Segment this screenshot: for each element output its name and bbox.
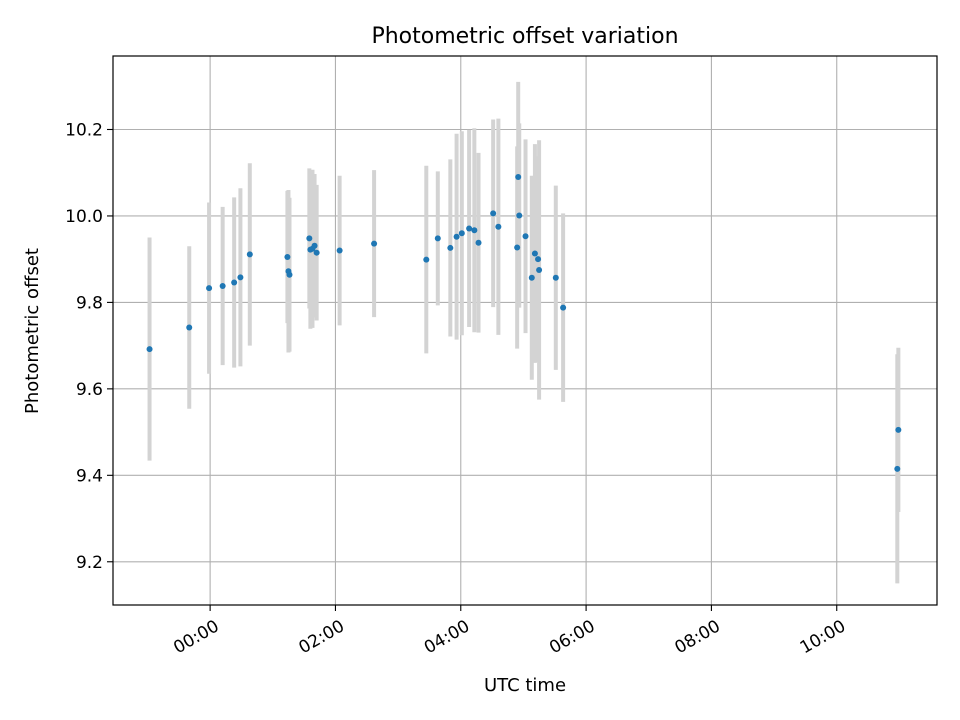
y-axis-label: Photometric offset [22, 248, 43, 414]
data-point [516, 212, 523, 219]
data-point [306, 235, 313, 242]
data-point [219, 282, 226, 289]
data-point [458, 230, 465, 237]
data-point [895, 426, 902, 433]
data-point [371, 240, 378, 247]
data-point [186, 324, 193, 331]
data-point [311, 242, 318, 249]
data-point [246, 251, 253, 258]
data-point [894, 465, 901, 472]
data-point [206, 285, 213, 292]
y-tick-label: 9.4 [76, 466, 103, 486]
y-tick-label: 9.2 [76, 553, 103, 573]
data-point [560, 304, 567, 311]
data-point [535, 256, 542, 263]
data-point [471, 227, 478, 234]
data-point [237, 274, 244, 281]
data-point [528, 274, 535, 281]
data-point [286, 271, 293, 278]
x-axis-label: UTC time [484, 675, 566, 696]
y-tick-label: 9.8 [76, 293, 103, 313]
data-point [466, 225, 473, 232]
data-point [531, 250, 538, 257]
data-point [146, 346, 153, 353]
data-point [536, 266, 543, 273]
data-point [495, 223, 502, 230]
data-point [313, 249, 320, 256]
y-axis-ticks: 9.2 9.4 9.6 9.8 10.0 10.2 [65, 120, 113, 573]
data-point [434, 235, 441, 242]
data-point [284, 254, 291, 261]
data-point [522, 233, 529, 240]
data-point [423, 256, 430, 263]
chart-title: Photometric offset variation [371, 24, 678, 49]
data-points [146, 174, 902, 472]
data-point [336, 247, 343, 254]
plot-frame [112, 55, 938, 606]
data-point [515, 174, 522, 181]
data-point [552, 274, 559, 281]
y-tick-label: 10.0 [65, 207, 103, 227]
data-point [447, 244, 454, 251]
data-point [490, 210, 497, 217]
data-point [231, 279, 238, 286]
data-point [514, 244, 521, 251]
data-point [453, 233, 460, 240]
data-point [475, 239, 482, 246]
y-tick-label: 9.6 [76, 380, 103, 400]
y-tick-label: 10.2 [65, 120, 103, 140]
